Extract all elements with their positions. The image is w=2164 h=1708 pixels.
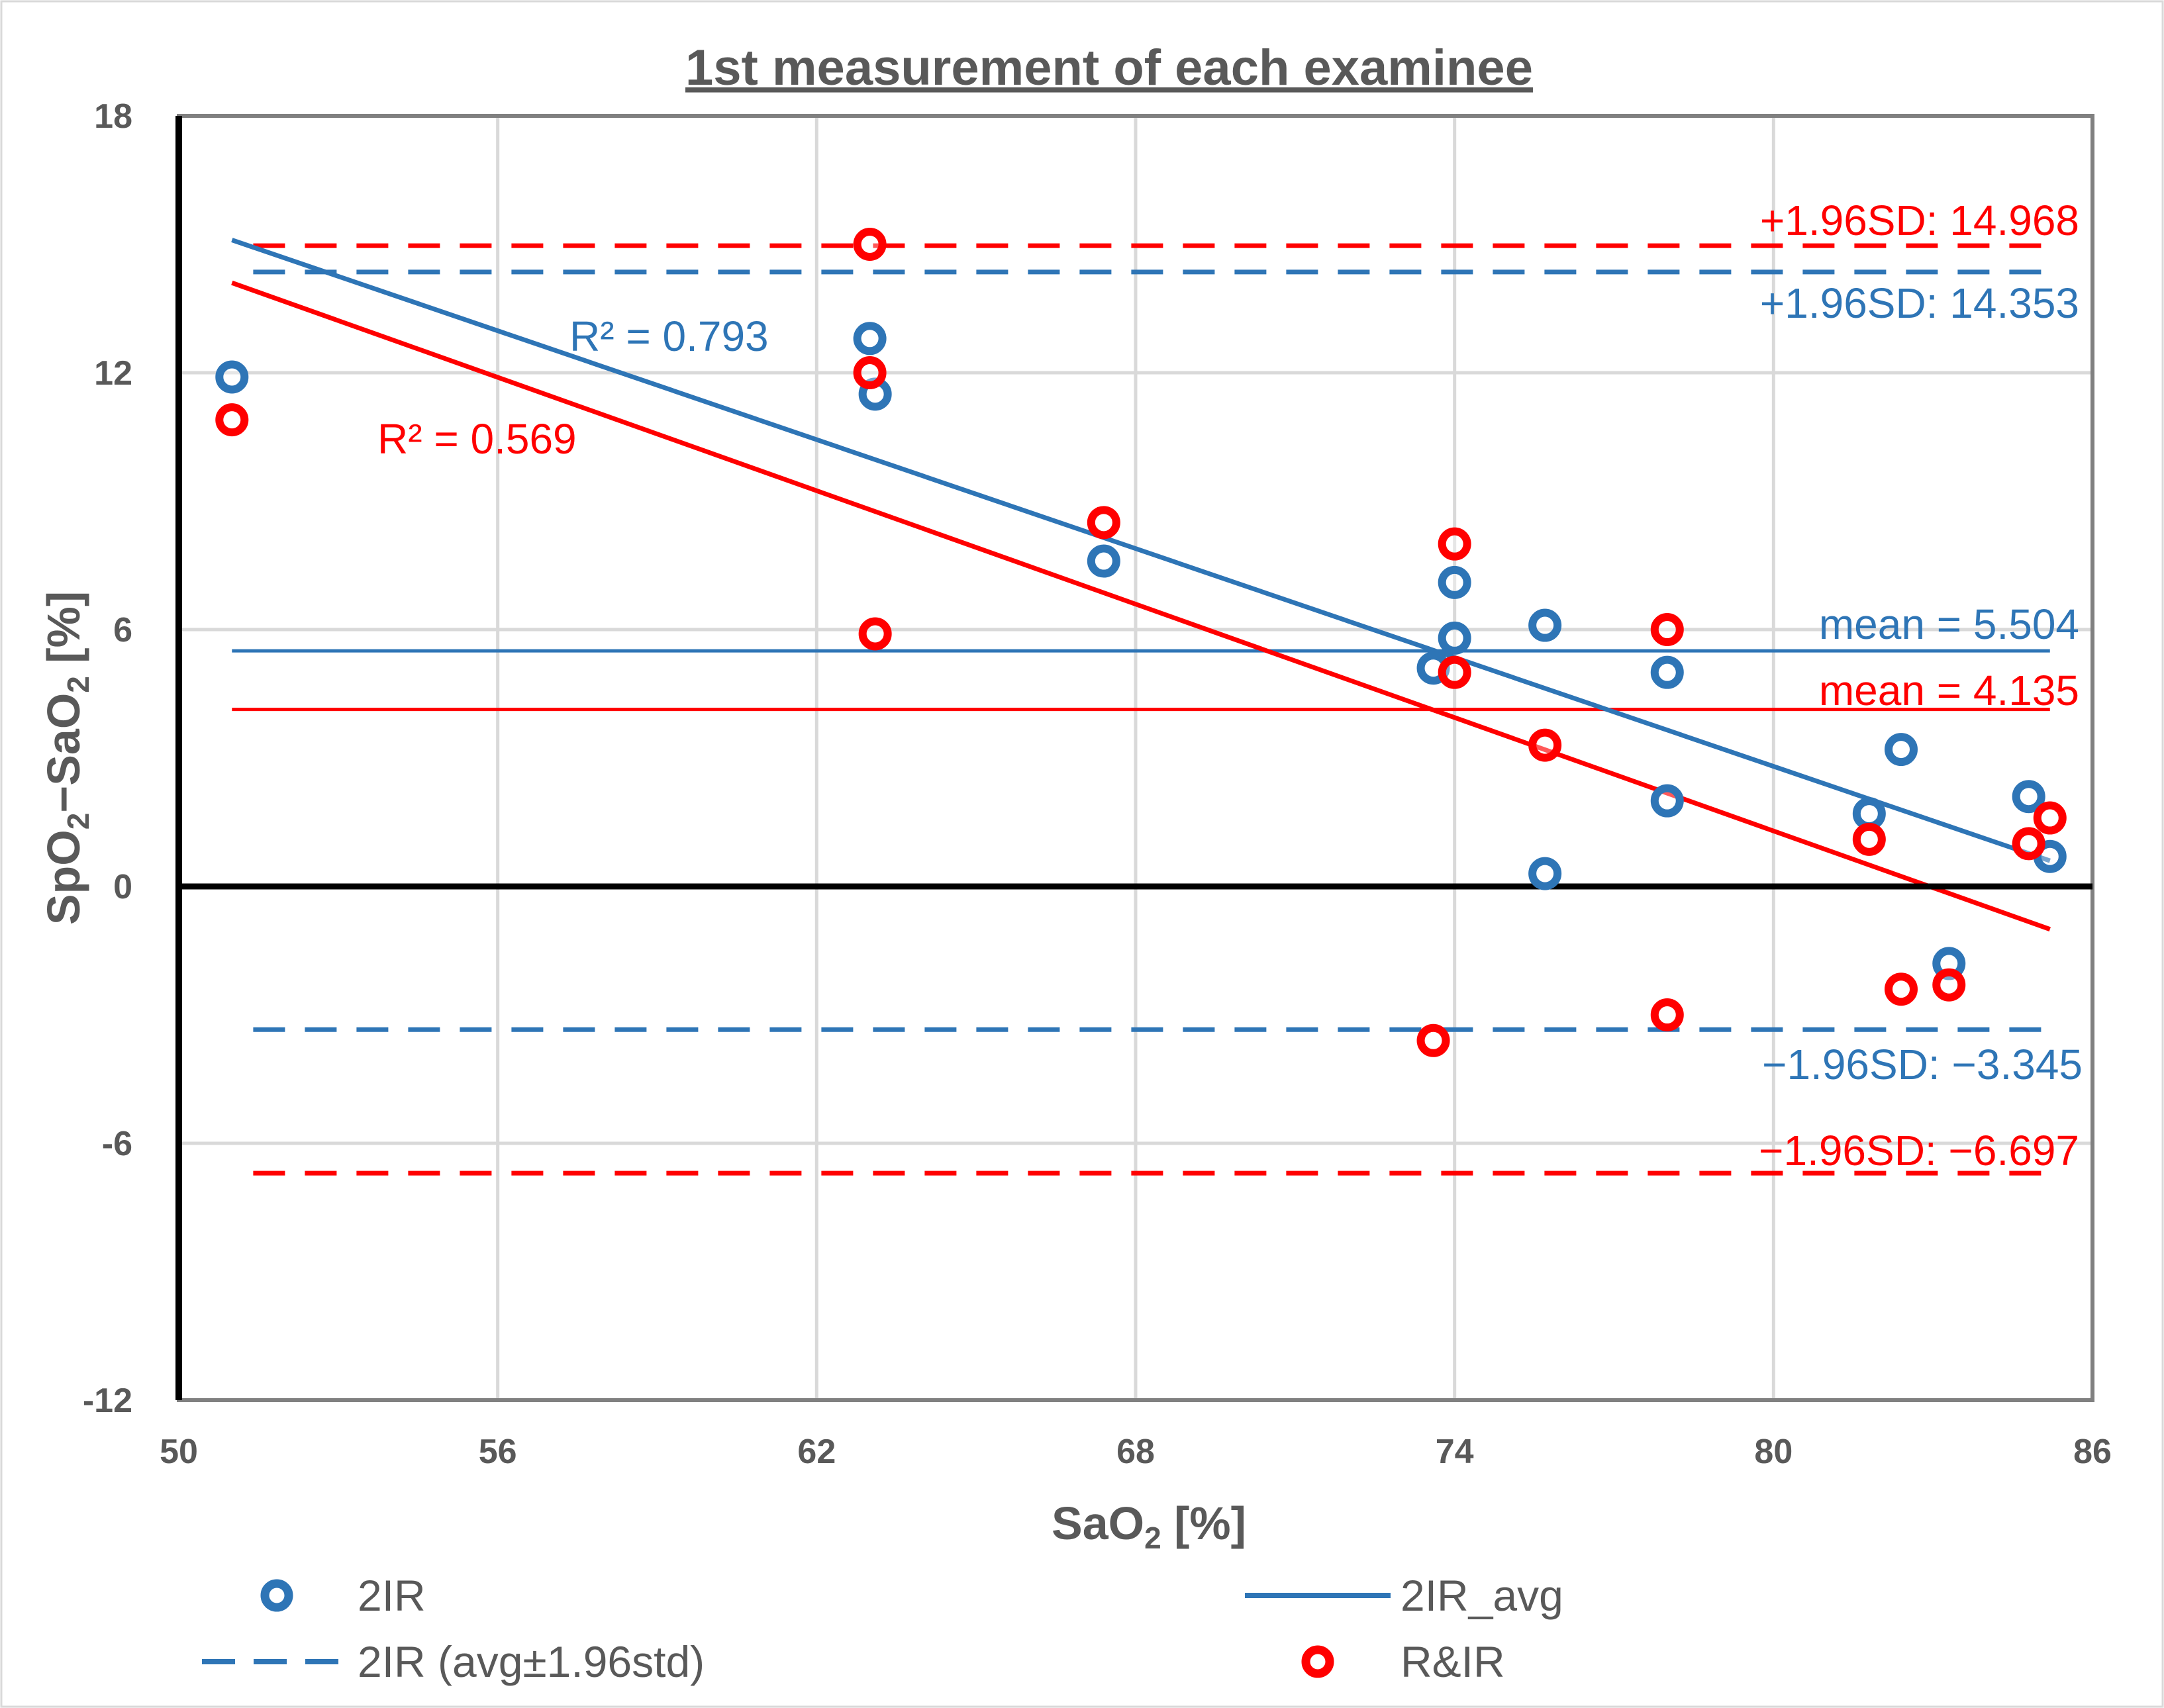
y-tick-label: 6	[113, 611, 132, 649]
data-point	[1852, 797, 1886, 831]
x-axis-label: SaO2 [%]	[1052, 1497, 1246, 1555]
data-point	[1650, 998, 1684, 1031]
ref-line-label: −1.96SD: −6.697	[1759, 1127, 2079, 1174]
y-tick-label: 0	[113, 868, 132, 906]
legend-label-2ir-avg: 2IR_avg	[1401, 1571, 1563, 1620]
trendlines	[231, 238, 2051, 931]
data-point	[1438, 621, 1471, 655]
data-point	[2033, 801, 2067, 835]
annotations: mean = 5.504 mean = 4.135 +1.96SD: 14.353 −…	[377, 197, 2083, 1174]
legend-label-rir: R&IR	[1401, 1637, 1505, 1686]
data-point	[2012, 780, 2045, 814]
data-point	[853, 228, 887, 261]
data-point	[1885, 973, 1918, 1006]
data-point	[853, 322, 887, 356]
x-tick-label: 50	[160, 1433, 198, 1471]
data-point	[1087, 544, 1120, 578]
x-tick-label: 86	[2073, 1433, 2112, 1471]
data-point	[1416, 1023, 1450, 1057]
data-point	[1650, 784, 1684, 818]
y-tick-label: 12	[94, 354, 132, 393]
data-point	[1087, 506, 1120, 540]
trendline	[231, 238, 2051, 863]
data-point	[1852, 822, 1886, 856]
legend-marker-2ir	[260, 1579, 293, 1612]
ref-line-label: +1.96SD: 14.968	[1760, 197, 2079, 244]
data-point	[1885, 733, 1918, 767]
data-point	[1438, 655, 1471, 689]
data-point	[853, 356, 887, 389]
x-tick-label: 62	[797, 1433, 836, 1471]
r-squared-label: R² = 0.793	[569, 312, 769, 360]
data-points	[215, 228, 2067, 1057]
ref-line-label: mean = 5.504	[1819, 600, 2079, 648]
y-tick-label: -6	[102, 1125, 132, 1163]
legend-marker-rir	[1301, 1645, 1334, 1678]
y-tick-label: -12	[83, 1382, 132, 1420]
data-point	[1438, 527, 1471, 561]
legend-label-2ir-band: 2IR (avg±1.96std)	[358, 1637, 705, 1686]
x-tick-label: 80	[1754, 1433, 1793, 1471]
legend-label-2ir: 2IR	[358, 1571, 426, 1620]
x-tick-label: 74	[1436, 1433, 1474, 1471]
data-point	[1650, 655, 1684, 689]
r-squared-label: R² = 0.569	[377, 415, 577, 463]
data-point	[1932, 968, 1966, 1002]
x-tick-label: 68	[1116, 1433, 1155, 1471]
x-tick-label: 56	[479, 1433, 517, 1471]
reference-lines	[232, 243, 2050, 1176]
legend: 2IR 2IR_avg 2IR (avg±1.96std) R&IR	[202, 1571, 1563, 1686]
data-point	[2012, 827, 2045, 861]
data-point	[1528, 857, 1562, 890]
data-point	[1528, 608, 1562, 642]
ref-line-label: mean = 4.135	[1819, 667, 2079, 714]
y-tick-label: 18	[94, 97, 132, 136]
y-axis-label: SpO2−SaO2 [%]	[38, 591, 95, 925]
ref-line-label: −1.96SD: −3.345	[1762, 1041, 2083, 1088]
trendline	[231, 280, 2051, 931]
data-point	[215, 360, 249, 394]
data-point	[1438, 565, 1471, 599]
data-point	[858, 617, 892, 651]
data-point	[215, 403, 249, 437]
ref-line-label: +1.96SD: 14.353	[1760, 279, 2079, 327]
data-point	[1650, 613, 1684, 646]
chart-title: 1st measurement of each examinee	[685, 40, 1533, 96]
axes: 50 56 62 68 74 80 86 -12 -6 0 6 12 18	[83, 97, 2112, 1471]
data-point	[1528, 728, 1562, 762]
